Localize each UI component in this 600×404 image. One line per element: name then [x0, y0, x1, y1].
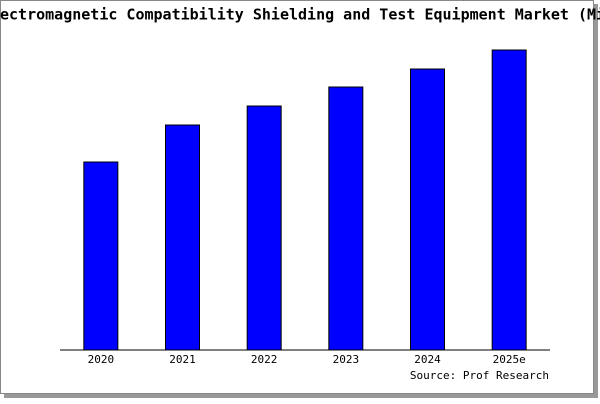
x-tick-label: 2021: [169, 353, 196, 366]
bar: [83, 161, 119, 351]
chart-title: ectromagnetic Compatibility Shielding an…: [0, 6, 600, 24]
x-tick-label: 2023: [333, 353, 360, 366]
x-tick-label: 2025e: [493, 353, 526, 366]
source-note: Source: Prof Research: [410, 369, 549, 382]
x-tick-label: 2024: [414, 353, 441, 366]
bar: [165, 124, 200, 351]
x-tick-label: 2022: [251, 353, 278, 366]
x-tick-label: 2020: [88, 353, 115, 366]
bar: [410, 68, 445, 351]
bar: [246, 105, 282, 351]
bar: [328, 86, 364, 351]
bar: [491, 49, 527, 351]
